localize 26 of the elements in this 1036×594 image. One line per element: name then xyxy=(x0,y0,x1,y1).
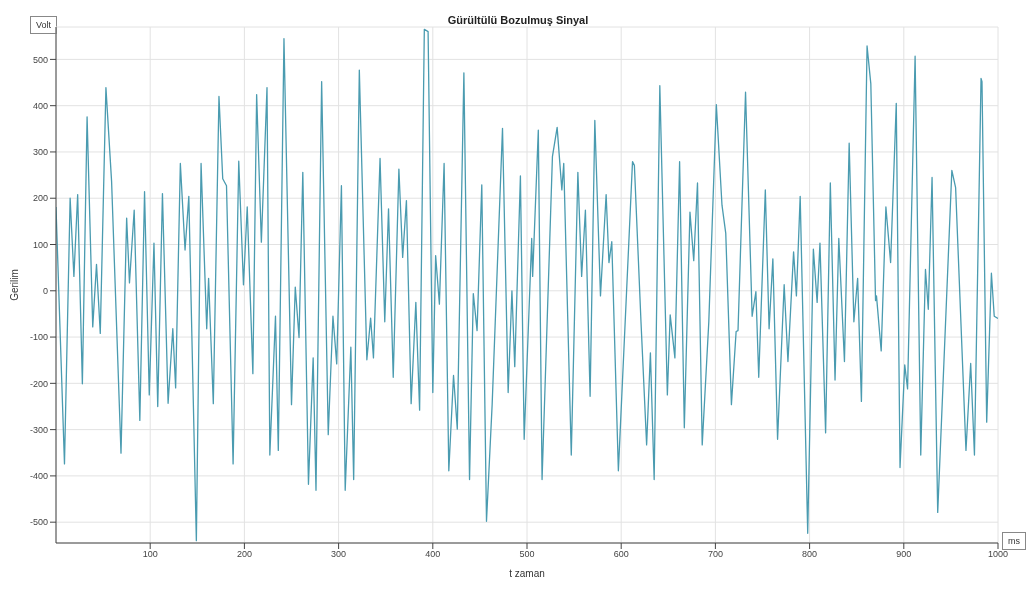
y-tick-label: -500 xyxy=(29,517,48,528)
x-tick-label: 800 xyxy=(802,549,818,560)
y-tick-label: 200 xyxy=(32,193,48,204)
y-tick-label: 400 xyxy=(32,100,48,111)
y-tick-label: 500 xyxy=(32,54,48,65)
x-tick-label: 900 xyxy=(896,549,912,560)
y-tick-label: -400 xyxy=(29,471,48,482)
y-tick-label: 100 xyxy=(32,239,48,250)
y-tick-label: 300 xyxy=(32,147,48,158)
x-tick-label: 700 xyxy=(707,549,723,560)
text: ms xyxy=(1002,532,1026,550)
x-tick-label: 500 xyxy=(519,549,535,560)
chart-title: Gürültülü Bozulmuş Sinyal xyxy=(447,14,589,26)
y-axis-title: Gerilim xyxy=(8,269,20,301)
y-tick-label: -200 xyxy=(29,378,48,389)
x-tick-label: 100 xyxy=(142,549,158,560)
x-axis-title: t zaman xyxy=(509,568,545,579)
x-tick-label: 1000 xyxy=(987,549,1009,560)
y-tick-label: -100 xyxy=(29,332,48,343)
x-tick-label: 400 xyxy=(425,549,441,560)
x-tick-label: 200 xyxy=(236,549,252,560)
y-tick-label: 0 xyxy=(42,285,48,296)
x-tick-label: 300 xyxy=(331,549,347,560)
x-tick-label: 600 xyxy=(613,549,629,560)
y-tick-label: -300 xyxy=(29,424,48,435)
text: Volt xyxy=(30,16,58,34)
